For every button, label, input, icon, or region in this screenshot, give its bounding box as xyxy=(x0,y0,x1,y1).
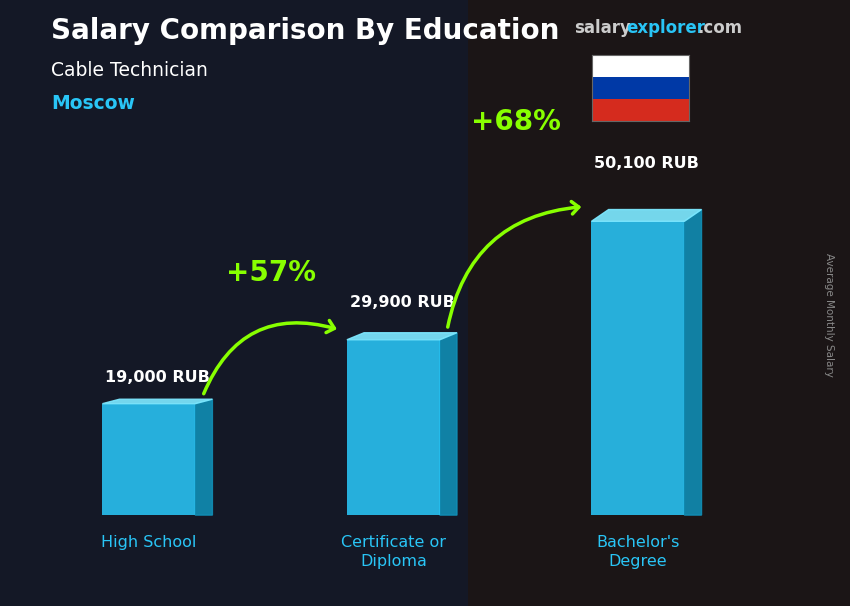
Text: Cable Technician: Cable Technician xyxy=(51,61,208,80)
Polygon shape xyxy=(684,210,701,515)
Text: .com: .com xyxy=(697,19,742,38)
Text: +68%: +68% xyxy=(471,107,561,136)
Text: Moscow: Moscow xyxy=(51,94,135,113)
Polygon shape xyxy=(439,333,457,515)
Bar xyxy=(592,55,689,77)
Bar xyxy=(592,99,689,121)
Text: explorer: explorer xyxy=(626,19,706,38)
Text: Salary Comparison By Education: Salary Comparison By Education xyxy=(51,18,559,45)
Text: 19,000 RUB: 19,000 RUB xyxy=(105,370,210,385)
Bar xyxy=(102,404,196,515)
Bar xyxy=(592,77,689,99)
Text: salary: salary xyxy=(574,19,631,38)
Polygon shape xyxy=(592,210,701,221)
Bar xyxy=(592,221,684,515)
Polygon shape xyxy=(196,399,212,515)
Text: Average Monthly Salary: Average Monthly Salary xyxy=(824,253,834,377)
Text: +57%: +57% xyxy=(226,259,316,287)
Text: 50,100 RUB: 50,100 RUB xyxy=(594,156,699,171)
Text: 29,900 RUB: 29,900 RUB xyxy=(349,295,455,310)
Polygon shape xyxy=(347,333,457,340)
Polygon shape xyxy=(102,399,212,404)
Bar xyxy=(347,340,439,515)
